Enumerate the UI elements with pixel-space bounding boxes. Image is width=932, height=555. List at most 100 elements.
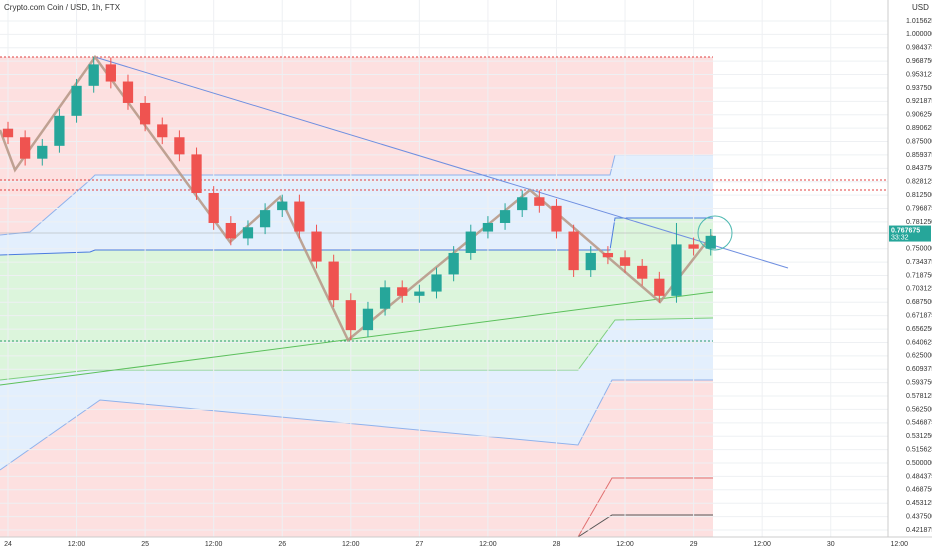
candle-body: [431, 274, 442, 292]
y-tick-label: 0.796875: [906, 205, 932, 212]
y-tick-label: 0.703125: [906, 286, 932, 293]
candle-body: [277, 201, 288, 211]
candle-body: [345, 300, 356, 331]
x-tick-label: 26: [278, 541, 286, 548]
candle-body: [174, 137, 185, 155]
x-tick-label: 27: [415, 541, 423, 548]
y-tick-label: 0.671875: [906, 313, 932, 320]
candle-body: [191, 154, 202, 193]
overlays: [0, 54, 888, 386]
candle-body: [225, 222, 236, 239]
x-tick-label: 12:00: [205, 541, 223, 548]
candle-body: [54, 115, 65, 146]
x-tick-label: 24: [4, 541, 12, 548]
candle-body: [534, 197, 545, 206]
y-tick-label: 0.421875: [906, 527, 932, 534]
y-tick-label: 0.984375: [906, 45, 932, 52]
x-tick-label: 12:00: [479, 541, 497, 548]
candle-body: [671, 244, 682, 296]
x-tick-label: 12:00: [616, 541, 634, 548]
x-tick-label: 25: [141, 541, 149, 548]
candle-body: [105, 64, 116, 82]
candle-body: [88, 64, 99, 86]
candle-body: [499, 210, 511, 223]
candle-body: [688, 244, 699, 249]
candle-body: [122, 81, 134, 103]
y-tick-label: 0.515625: [906, 446, 932, 453]
y-tick-label: 0.640625: [906, 339, 932, 346]
candle-body: [448, 252, 459, 275]
candle-body: [37, 145, 48, 159]
candle-body: [2, 128, 14, 138]
x-tick-label: 30: [827, 541, 835, 548]
candle-body: [602, 252, 614, 258]
candle-body: [208, 192, 219, 223]
candle-body: [71, 85, 82, 116]
countdown-label: 33:32: [891, 234, 909, 241]
candle-body: [157, 124, 168, 138]
x-tick-label: 28: [553, 541, 561, 548]
y-axis-label: USD: [912, 3, 929, 12]
y-tick-label: 0.453125: [906, 500, 932, 507]
background-bands: [0, 57, 714, 538]
y-tick-label: 0.578125: [906, 393, 932, 400]
last-price-marker: [889, 225, 931, 242]
y-tick-label: 0.953125: [906, 71, 932, 78]
candle-body: [619, 257, 631, 266]
y-tick-label: 0.734375: [906, 259, 932, 266]
y-tick-label: 0.890625: [906, 125, 932, 132]
candle-body: [311, 231, 322, 262]
x-tick-label: 12:00: [753, 541, 771, 548]
candle-body: [517, 197, 528, 211]
y-tick-label: 1.015625: [906, 18, 932, 25]
candle-body: [328, 261, 339, 301]
candle-body: [465, 231, 476, 253]
candle-body: [414, 291, 425, 296]
x-tick-label: 12:00: [342, 541, 360, 548]
candle-body: [139, 102, 151, 125]
candle-body: [19, 137, 31, 159]
y-tick-label: 0.921875: [906, 98, 932, 105]
candle-body: [379, 287, 391, 309]
last-price-label: 0.767675: [891, 227, 920, 234]
candle-body: [705, 235, 716, 249]
price-axis: [888, 0, 932, 537]
y-tick-label: 0.859375: [906, 152, 932, 159]
candle-body: [568, 231, 579, 271]
y-tick-label: 0.828125: [906, 179, 932, 186]
candles: [2, 56, 716, 341]
y-tick-label: 0.609375: [906, 366, 932, 373]
candle-body: [482, 222, 494, 232]
candle-body: [259, 210, 271, 228]
candle-body: [242, 227, 254, 239]
candle-body: [397, 287, 408, 296]
candle-body: [362, 308, 374, 331]
chart-title: Crypto.com Coin / USD, 1h, FTX: [4, 3, 121, 12]
candle-body: [585, 252, 596, 271]
candle-body: [654, 278, 665, 296]
y-tick-label: 0.484375: [906, 473, 932, 480]
candle-body: [637, 265, 648, 279]
x-tick-label: 12:00: [891, 541, 909, 548]
x-tick-label: 29: [690, 541, 698, 548]
